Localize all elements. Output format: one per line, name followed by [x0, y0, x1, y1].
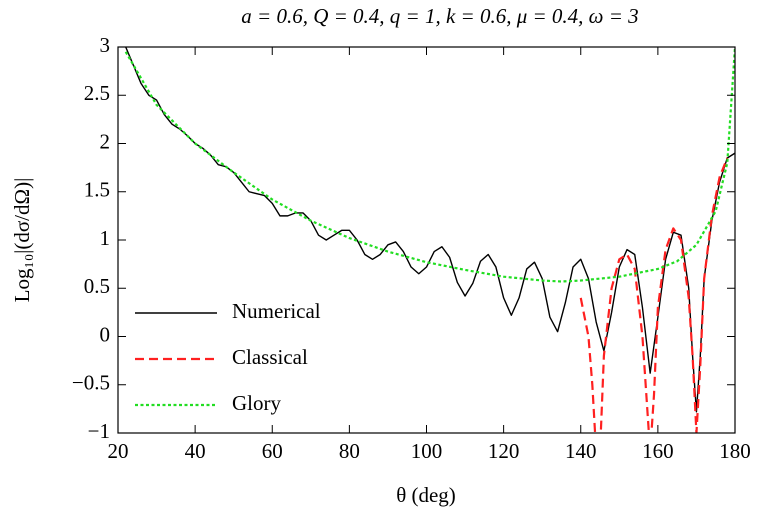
x-tick-label: 80 — [339, 439, 360, 463]
plot-frame — [117, 46, 736, 434]
x-axis-label: θ (deg) — [396, 483, 456, 507]
series-line — [579, 157, 729, 433]
x-tick-label: 120 — [488, 439, 520, 463]
plot-lines — [124, 47, 735, 433]
x-tick-label: 60 — [262, 439, 283, 463]
y-tick-label: 3 — [100, 33, 111, 57]
y-tick-label: 1.5 — [84, 178, 110, 202]
x-tick-label: 180 — [719, 439, 751, 463]
y-tick-label: 0 — [100, 322, 111, 346]
y-axis-label: Log₁₀|(dσ/dΩ)| — [10, 178, 34, 303]
chart-title: a = 0.6, Q = 0.4, q = 1, k = 0.6, μ = 0.… — [241, 4, 638, 28]
x-tick-label: 100 — [411, 439, 443, 463]
y-tick-label: 2.5 — [84, 81, 110, 105]
x-tick-label: 140 — [565, 439, 597, 463]
series-line — [124, 47, 735, 283]
y-tick-label: 2 — [100, 129, 111, 153]
y-tick-label: −0.5 — [72, 371, 110, 395]
legend-label: Numerical — [232, 299, 321, 323]
legend-label: Classical — [232, 345, 308, 369]
y-tick-label: 1 — [100, 226, 111, 250]
x-tick-label: 160 — [642, 439, 674, 463]
legend-label: Glory — [232, 391, 281, 415]
y-tick-label: 0.5 — [84, 274, 110, 298]
y-tick-label: −1 — [88, 419, 110, 443]
x-tick-label: 40 — [185, 439, 206, 463]
series-line — [125, 47, 735, 413]
x-tick-label: 20 — [108, 439, 129, 463]
